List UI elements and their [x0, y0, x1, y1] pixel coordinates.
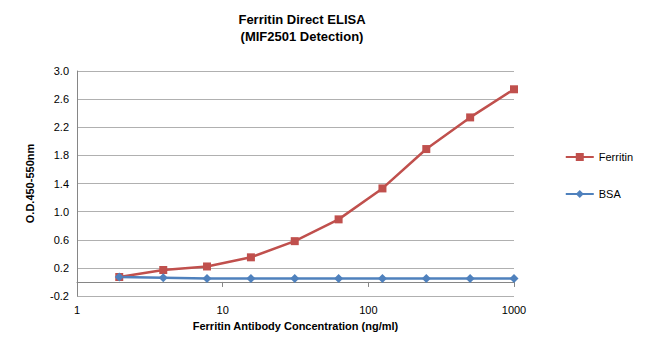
svg-text:Ferritin Antibody Concentratio: Ferritin Antibody Concentration (ng/ml): [193, 320, 399, 332]
svg-text:1: 1: [74, 304, 80, 316]
svg-text:100: 100: [359, 304, 377, 316]
svg-text:BSA: BSA: [599, 188, 622, 200]
svg-text:10: 10: [217, 304, 229, 316]
svg-text:2.6: 2.6: [54, 93, 69, 105]
svg-text:-0.2: -0.2: [50, 290, 69, 302]
svg-text:3.0: 3.0: [54, 65, 69, 77]
svg-text:0.6: 0.6: [54, 234, 69, 246]
svg-text:Ferritin: Ferritin: [599, 151, 633, 163]
svg-text:Ferritin Direct ELISA: Ferritin Direct ELISA: [238, 12, 366, 27]
svg-text:1000: 1000: [502, 304, 526, 316]
svg-text:1.4: 1.4: [54, 178, 69, 190]
svg-text:O.D.450-550nm: O.D.450-550nm: [24, 144, 36, 224]
svg-text:1.0: 1.0: [54, 206, 69, 218]
svg-text:2.2: 2.2: [54, 121, 69, 133]
svg-text:1.8: 1.8: [54, 149, 69, 161]
svg-text:(MIF2501 Detection): (MIF2501 Detection): [241, 29, 364, 44]
svg-text:0.2: 0.2: [54, 262, 69, 274]
